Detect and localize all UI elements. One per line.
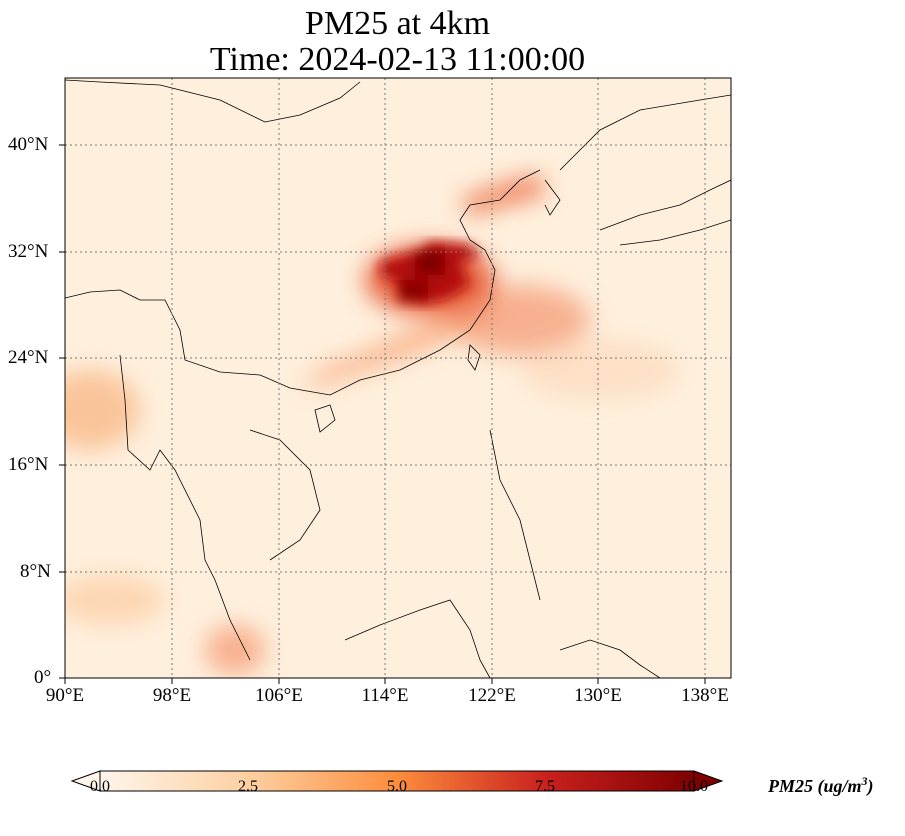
pm25-field	[65, 78, 731, 678]
x-tick-label: 98°E	[152, 685, 192, 706]
colorbar	[70, 770, 724, 792]
y-tick-label: 24°N	[8, 347, 49, 368]
map-title: PM25 at 4km	[304, 5, 491, 42]
colorbar-tick-label: 2.5	[238, 778, 258, 795]
x-tick-label: 90°E	[45, 685, 85, 706]
y-tick-label: 16°N	[8, 454, 49, 475]
y-tick-label: 0°	[34, 667, 52, 688]
x-tick-label: 138°E	[681, 685, 729, 706]
colorbar-label: PM25 (ug/m3)	[768, 774, 874, 796]
y-tick-label: 8°N	[20, 561, 51, 582]
colorbar-tick-label: 7.5	[535, 778, 555, 795]
colorbar-tick-label: 10.0	[680, 778, 708, 795]
y-tick-label: 32°N	[8, 241, 49, 262]
map-frame	[64, 77, 732, 679]
x-tick-label: 114°E	[361, 685, 409, 706]
x-tick-label: 122°E	[468, 685, 516, 706]
colorbar-tick-label: 0.0	[90, 778, 110, 795]
y-tick-label: 40°N	[8, 134, 49, 155]
x-tick-label: 130°E	[574, 685, 622, 706]
x-tick-label: 106°E	[255, 685, 303, 706]
colorbar-tick-label: 5.0	[387, 778, 407, 795]
map-subtitle-time: Time: 2024-02-13 11:00:00	[209, 41, 586, 78]
